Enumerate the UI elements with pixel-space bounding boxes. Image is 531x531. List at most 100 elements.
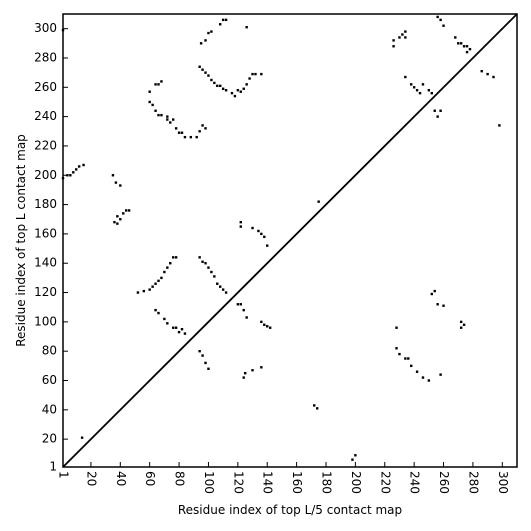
contact-point — [468, 47, 472, 51]
y-tick-label: 40 — [42, 402, 57, 416]
contact-point — [239, 220, 242, 224]
contact-point — [183, 135, 187, 139]
contact-point — [251, 369, 254, 372]
contact-point — [122, 212, 125, 215]
contact-point — [439, 373, 442, 376]
contact-point — [224, 291, 228, 294]
contact-point — [242, 308, 245, 312]
contact-point — [198, 256, 201, 259]
contact-point — [401, 33, 404, 36]
contact-point — [404, 36, 407, 39]
contact-point — [166, 118, 169, 121]
contact-point — [201, 354, 204, 357]
contact-point — [404, 357, 407, 360]
contact-point — [459, 42, 463, 45]
contact-point — [260, 232, 263, 236]
contact-point — [163, 270, 166, 274]
x-tick-label: 160 — [290, 471, 304, 494]
contact-point — [457, 42, 460, 45]
contact-point — [266, 325, 269, 328]
contact-point — [233, 94, 237, 98]
contact-point — [486, 72, 489, 76]
x-tick-label: 20 — [84, 471, 98, 486]
contact-point — [421, 376, 425, 379]
contact-point — [433, 109, 436, 112]
x-tick-label: 120 — [231, 471, 245, 494]
x-axis-label: Residue index of top L/5 contact map — [178, 503, 402, 517]
y-tick-label: 280 — [34, 50, 57, 64]
contact-point — [151, 103, 154, 107]
contact-point — [201, 260, 204, 263]
contact-point — [216, 84, 219, 88]
x-tick-label: 200 — [349, 471, 363, 494]
contact-point — [268, 326, 272, 329]
contact-point — [154, 83, 157, 86]
y-tick-label: 100 — [34, 314, 57, 328]
x-tick-label: 300 — [496, 471, 510, 494]
contact-point — [160, 113, 163, 117]
contact-point — [75, 168, 78, 171]
contact-point — [82, 163, 85, 167]
contact-point — [169, 121, 172, 124]
contact-point — [61, 28, 65, 32]
contact-point — [239, 303, 242, 306]
contact-point — [207, 367, 210, 370]
contact-point — [151, 285, 154, 288]
contact-point — [204, 71, 207, 74]
contact-point — [404, 75, 407, 79]
contact-point — [160, 276, 163, 280]
contact-point — [407, 357, 410, 360]
contact-point — [127, 209, 131, 212]
contact-point — [263, 235, 266, 239]
contact-point — [257, 229, 260, 233]
contact-point — [157, 113, 160, 117]
contact-point — [160, 80, 163, 83]
contact-point — [163, 317, 166, 321]
contact-point — [213, 81, 216, 85]
contact-point — [245, 83, 248, 86]
plot-area — [62, 13, 518, 468]
contact-point — [119, 184, 122, 187]
contact-point — [116, 222, 119, 225]
contact-point — [427, 379, 431, 382]
contact-point — [142, 289, 146, 293]
contact-point — [442, 304, 445, 307]
x-tick-label: 260 — [437, 471, 451, 494]
contact-point — [239, 90, 242, 93]
y-tick-label: 240 — [34, 109, 57, 123]
contact-point — [404, 30, 407, 33]
contact-point — [315, 407, 319, 410]
contact-point — [427, 89, 431, 92]
contact-point — [459, 326, 463, 329]
contact-point — [412, 86, 416, 89]
contact-point — [392, 45, 395, 48]
contact-point — [213, 275, 216, 278]
contact-point — [201, 68, 204, 71]
y-tick-label: 1 — [49, 460, 57, 474]
contact-point — [454, 36, 457, 39]
contact-point — [166, 115, 169, 118]
contact-point — [462, 45, 466, 48]
contact-point — [224, 89, 228, 92]
contact-point — [154, 282, 157, 285]
contact-point — [166, 266, 169, 269]
contact-point — [462, 323, 466, 326]
contact-point — [392, 39, 395, 42]
contact-point — [201, 124, 204, 127]
contact-point — [242, 87, 245, 90]
contact-point — [174, 326, 178, 329]
contact-point — [207, 74, 210, 77]
contact-point — [221, 87, 225, 90]
y-tick-label: 20 — [42, 432, 57, 446]
contact-point — [171, 256, 175, 259]
contact-point — [439, 109, 442, 112]
y-tick-label: 120 — [34, 285, 57, 299]
contact-point — [180, 327, 184, 331]
contact-point — [66, 174, 69, 177]
contact-point — [210, 78, 213, 82]
contact-point — [157, 83, 160, 86]
contact-point — [219, 84, 222, 88]
x-tick-label: 240 — [408, 471, 422, 494]
contact-point — [69, 174, 72, 177]
contact-point — [116, 215, 119, 218]
